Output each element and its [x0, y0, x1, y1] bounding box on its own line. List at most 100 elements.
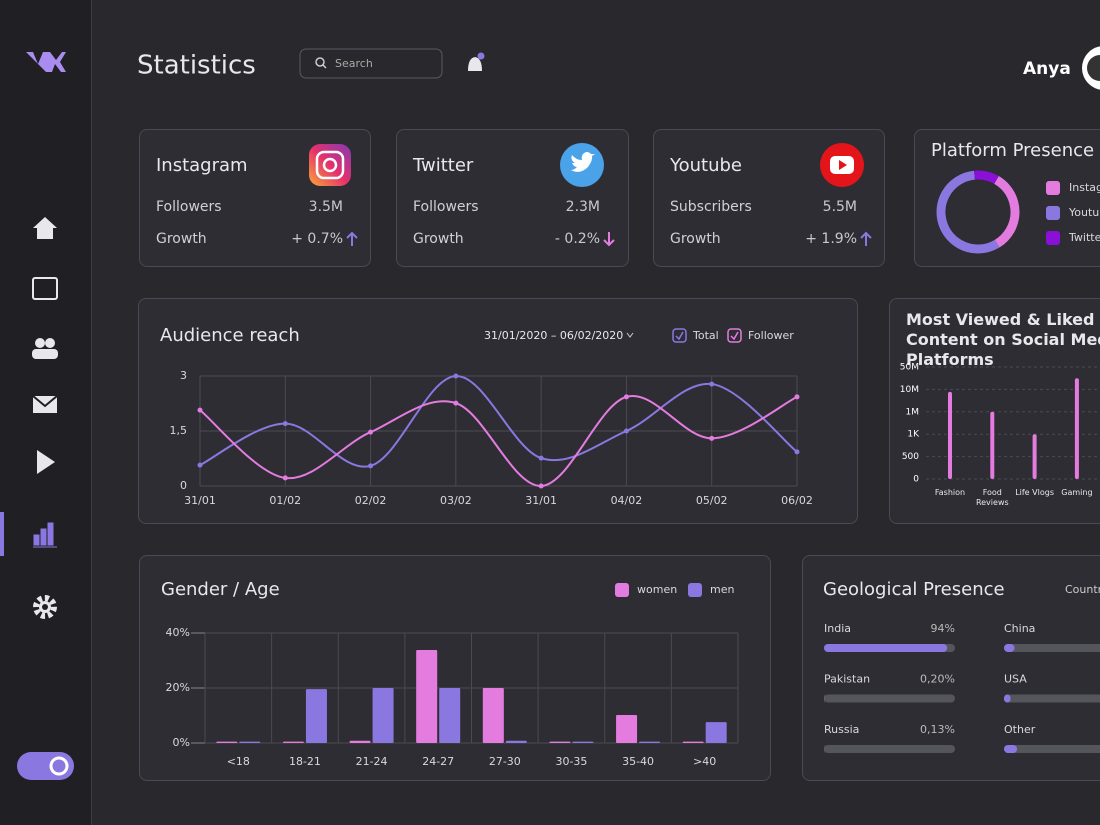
line — [199, 374, 798, 468]
progress-track — [824, 745, 955, 753]
trend-arrow — [346, 231, 358, 246]
user-name[interactable]: Anya — [1023, 59, 1071, 79]
panel-title: Most Viewed & Liked Content on Social Me… — [906, 310, 1100, 369]
panel — [802, 555, 1100, 781]
progress-bar — [1004, 745, 1018, 753]
x-tick-label: 21-24 — [356, 755, 388, 768]
progress-track — [1004, 644, 1100, 652]
line — [199, 395, 798, 488]
country-value: 0,20% — [920, 673, 955, 686]
metric-label: Subscribers — [670, 199, 752, 215]
legend-checkbox — [727, 328, 742, 343]
y-tick-label: 50M — [900, 363, 919, 373]
legend-swatch — [1046, 231, 1060, 245]
data-point — [453, 373, 459, 379]
avatar — [1087, 55, 1100, 81]
stats-icon[interactable] — [33, 522, 57, 548]
bar — [505, 740, 527, 743]
card-title: Instagram — [156, 155, 248, 176]
data-point — [197, 407, 203, 413]
logo[interactable] — [26, 52, 66, 72]
bar — [216, 741, 238, 743]
x-tick-label: Fashion — [934, 488, 966, 497]
settings-icon[interactable] — [33, 595, 57, 619]
notification-dot — [477, 52, 485, 60]
legend-check — [675, 331, 684, 341]
x-tick-label: 06/02 — [781, 494, 813, 507]
bar — [990, 411, 995, 479]
metric-label: Followers — [156, 199, 222, 215]
panel-title: Gender / Age — [161, 579, 280, 600]
legend-label: women — [637, 583, 677, 596]
metric-label: Followers — [413, 199, 479, 215]
data-point — [197, 462, 203, 468]
legend-swatch — [615, 583, 629, 597]
x-tick-label: Food Reviews — [975, 488, 1009, 507]
progress-bar — [1004, 694, 1011, 703]
y-tick-label: 0% — [173, 736, 190, 749]
country-value: 94% — [931, 622, 955, 635]
bar — [549, 741, 571, 743]
metric-value: 3.5M — [309, 199, 343, 215]
bar — [282, 741, 304, 743]
country-name: Other — [1004, 723, 1036, 736]
y-tick-label: 500 — [902, 452, 919, 462]
theme-toggle[interactable] — [17, 752, 74, 780]
x-tick-label: 27-30 — [489, 755, 521, 768]
metric-value: 5.5M — [823, 199, 857, 215]
data-point — [623, 428, 629, 434]
metric-label: Growth — [670, 231, 721, 247]
donut-segment — [936, 170, 1020, 254]
friends-icon — [45, 338, 55, 348]
trend-arrow — [603, 232, 615, 247]
x-tick-label: Gaming — [1061, 488, 1093, 497]
country-value: 0,13% — [920, 723, 955, 736]
legend-swatch — [1046, 206, 1060, 220]
data-point — [623, 394, 629, 400]
metric-value: - 0.2% — [555, 231, 600, 247]
data-point — [368, 429, 374, 435]
panel — [889, 298, 1100, 524]
dropdown-chevron[interactable] — [626, 332, 634, 338]
friends-icon — [32, 349, 58, 359]
legend-label: Follower — [748, 329, 794, 342]
y-tick-label: 1K — [907, 430, 920, 440]
bar — [305, 689, 327, 743]
video-icon[interactable] — [37, 450, 55, 474]
active-indicator — [0, 512, 4, 556]
legend-label: Total — [692, 329, 719, 342]
x-tick-label: <18 — [227, 755, 250, 768]
date-range[interactable]: 31/01/2020 – 06/02/2020 — [484, 329, 623, 342]
progress-track — [824, 694, 955, 703]
legend-label: Twitter — [1068, 231, 1100, 244]
x-tick-label: 30-35 — [555, 755, 587, 768]
data-point — [538, 455, 544, 461]
settings-icon — [42, 604, 48, 610]
friends-icon[interactable] — [35, 338, 45, 348]
country-name: Russia — [824, 723, 859, 736]
search-box[interactable] — [299, 48, 443, 79]
card-title: Twitter — [412, 155, 474, 176]
data-point — [282, 421, 288, 427]
news-icon[interactable] — [32, 277, 58, 300]
y-tick-label: 40% — [166, 626, 190, 639]
bar — [1032, 434, 1037, 479]
bar — [1074, 378, 1079, 479]
country-name: India — [824, 622, 851, 635]
page-title: Statistics — [137, 51, 256, 81]
legend-label: Youtube — [1068, 206, 1100, 219]
x-tick-label: 24-27 — [422, 755, 454, 768]
metric-label: Growth — [156, 231, 207, 247]
bar — [639, 741, 661, 743]
home-icon[interactable] — [33, 217, 57, 239]
panel-title: Audience reach — [160, 325, 300, 346]
notification-bell[interactable] — [468, 57, 482, 71]
progress-track — [1004, 694, 1100, 703]
y-tick-label: 10M — [900, 385, 919, 395]
y-tick-label: 1M — [906, 407, 920, 417]
instagram-icon — [322, 157, 338, 173]
filter-select[interactable]: Country — [1065, 583, 1100, 596]
legend-swatch — [688, 583, 702, 597]
